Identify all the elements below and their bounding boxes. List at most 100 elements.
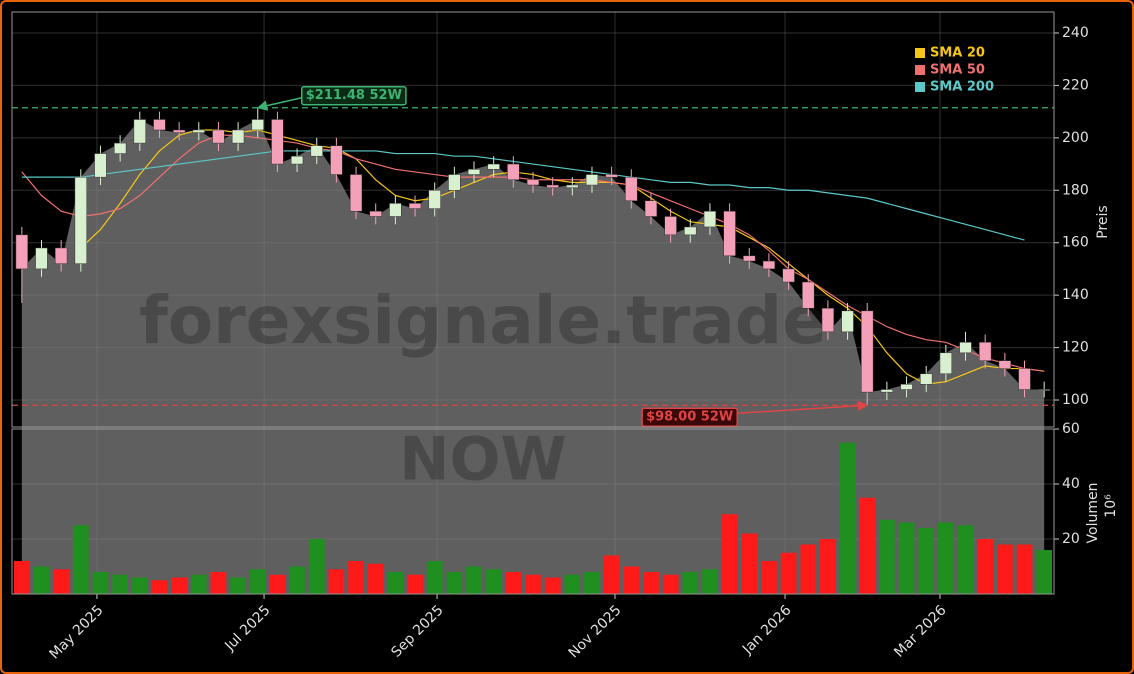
volume-bar	[603, 555, 620, 594]
watermark: forexsignale.trade	[139, 282, 827, 359]
volume-bar	[643, 572, 659, 594]
volume-bar	[820, 539, 836, 594]
volume-bar	[131, 577, 148, 594]
candle-body	[507, 163, 520, 181]
candle-body	[172, 129, 186, 133]
volume-bar	[800, 544, 817, 594]
legend-label: SMA 20	[930, 46, 985, 61]
candle-body	[369, 210, 382, 217]
y-tick-label: 240	[1062, 25, 1089, 41]
volume-bar	[564, 574, 581, 594]
volume-bar	[112, 574, 128, 594]
volume-bar	[780, 552, 797, 594]
volume-bar	[190, 574, 207, 594]
volume-bar	[839, 442, 856, 594]
candle-body	[762, 260, 776, 270]
candle-body	[349, 174, 363, 212]
volume-bar	[367, 563, 384, 594]
volume-bar	[898, 522, 915, 594]
volume-bar	[33, 566, 50, 594]
candle-body	[35, 247, 48, 270]
volume-bar	[387, 572, 404, 594]
candle-body	[979, 342, 992, 361]
legend-label: SMA 200	[930, 80, 994, 95]
legend-swatch	[915, 65, 925, 75]
candle-body	[625, 176, 638, 202]
candle-body	[802, 281, 815, 309]
candle-body	[467, 169, 481, 175]
volume-bar	[466, 566, 482, 594]
volume-bar	[623, 566, 640, 594]
annotation-arrow	[737, 400, 869, 414]
y-tick-label: 100	[1062, 392, 1089, 408]
annotation-box	[301, 85, 407, 106]
x-tick-label: Jan 2026	[739, 602, 795, 658]
price-area	[21, 119, 1045, 595]
candle-body	[212, 129, 225, 144]
candle-body	[153, 119, 166, 131]
volume-bar	[1036, 550, 1053, 594]
candle-body	[900, 384, 913, 390]
candle-body	[15, 234, 28, 270]
volume-bar	[328, 569, 345, 594]
legend-label: SMA 50	[930, 63, 985, 78]
candle-body	[94, 153, 107, 178]
volume-bar	[13, 561, 30, 594]
volume-bar	[879, 519, 895, 594]
x-tick-label: Nov 2025	[566, 602, 625, 661]
volume-bar	[72, 525, 89, 594]
candle-body	[644, 200, 658, 217]
volume-bar	[918, 528, 935, 594]
candle-body	[310, 145, 323, 157]
annotation-label: $211.48 52W	[306, 88, 402, 103]
candle-body	[428, 190, 441, 209]
candle-body	[664, 216, 677, 236]
y-tick-label: 120	[1062, 340, 1089, 356]
legend-swatch	[915, 82, 925, 92]
volume-bar	[230, 577, 246, 594]
candle-body	[487, 163, 500, 170]
volume-bar	[859, 497, 876, 594]
volume-bar	[348, 561, 364, 594]
volume-bar	[92, 572, 109, 594]
candle-body	[113, 142, 127, 154]
candle-body	[684, 226, 697, 236]
candle-body	[546, 184, 559, 188]
volume-bar	[938, 522, 954, 594]
volume-bar	[544, 577, 561, 594]
volume-bar	[505, 572, 522, 594]
y-tick-label: 60	[1062, 421, 1080, 437]
y-axis-unit: 10⁶	[1103, 494, 1119, 518]
y-tick-label: 200	[1062, 130, 1089, 146]
y-tick-label: 160	[1062, 235, 1089, 251]
candle-body	[959, 342, 972, 354]
candle-body	[605, 174, 618, 178]
candle-body	[880, 389, 894, 393]
candle-body	[920, 373, 933, 385]
candle-body	[192, 129, 205, 133]
volume-bar	[289, 566, 305, 594]
volume-bar	[1016, 544, 1033, 594]
volume-bar	[308, 539, 325, 594]
y-tick-label: 40	[1062, 476, 1080, 492]
candle-body	[743, 255, 756, 262]
candle-body	[133, 119, 146, 144]
annotation-box	[641, 407, 738, 427]
candle-body	[821, 307, 835, 333]
volume-bar	[426, 561, 443, 594]
y-tick-label: 180	[1062, 182, 1089, 198]
volume-bar	[996, 544, 1013, 594]
volume-bar	[977, 539, 994, 594]
legend-swatch	[915, 48, 925, 58]
candle-body	[566, 184, 579, 188]
sma-line	[21, 150, 1025, 241]
y-axis-title: Volumen	[1085, 483, 1101, 544]
volume-bar	[702, 569, 718, 594]
y-tick-label: 140	[1062, 287, 1089, 303]
candle-body	[1018, 368, 1031, 390]
volume-bar	[151, 580, 168, 594]
volume-bar	[407, 574, 423, 594]
volume-bar	[741, 533, 758, 594]
x-tick-label: May 2025	[46, 602, 106, 662]
